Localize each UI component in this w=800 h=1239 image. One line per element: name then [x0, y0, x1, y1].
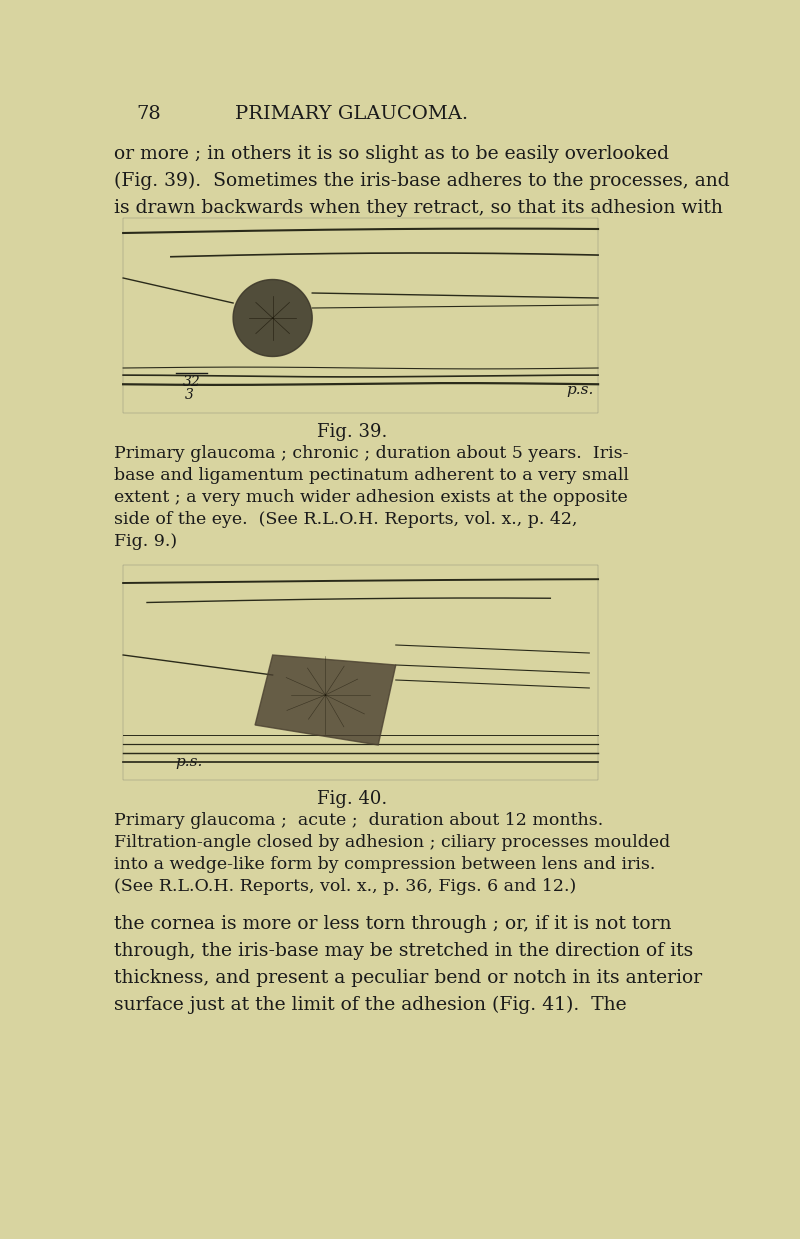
Text: (Fig. 39).  Sometimes the iris-base adheres to the processes, and: (Fig. 39). Sometimes the iris-base adher… [114, 172, 730, 191]
Text: (See R.L.O.H. Reports, vol. x., p. 36, Figs. 6 and 12.): (See R.L.O.H. Reports, vol. x., p. 36, F… [114, 878, 577, 895]
FancyBboxPatch shape [123, 565, 598, 781]
Text: Primary glaucoma ;  acute ;  duration about 12 months.: Primary glaucoma ; acute ; duration abou… [114, 812, 603, 829]
Text: 78: 78 [136, 105, 161, 123]
Text: 32: 32 [183, 375, 201, 389]
Text: Primary glaucoma ; chronic ; duration about 5 years.  Iris-: Primary glaucoma ; chronic ; duration ab… [114, 445, 629, 462]
FancyBboxPatch shape [123, 218, 598, 413]
Text: Fig. 40.: Fig. 40. [317, 790, 387, 808]
Text: surface just at the limit of the adhesion (Fig. 41).  The: surface just at the limit of the adhesio… [114, 996, 627, 1015]
Text: base and ligamentum pectinatum adherent to a very small: base and ligamentum pectinatum adherent … [114, 467, 630, 484]
FancyBboxPatch shape [0, 0, 704, 1239]
Text: thickness, and present a peculiar bend or notch in its anterior: thickness, and present a peculiar bend o… [114, 969, 702, 987]
Text: side of the eye.  (See R.L.O.H. Reports, vol. x., p. 42,: side of the eye. (See R.L.O.H. Reports, … [114, 510, 578, 528]
Polygon shape [233, 280, 312, 357]
Text: Fig. 9.): Fig. 9.) [114, 533, 178, 550]
Polygon shape [255, 655, 396, 745]
Text: 3: 3 [185, 388, 194, 401]
Text: Fig. 39.: Fig. 39. [317, 422, 387, 441]
Text: or more ; in others it is so slight as to be easily overlooked: or more ; in others it is so slight as t… [114, 145, 670, 164]
Text: p.s.: p.s. [567, 383, 594, 396]
Text: Filtration-angle closed by adhesion ; ciliary processes moulded: Filtration-angle closed by adhesion ; ci… [114, 834, 670, 851]
Text: into a wedge-like form by compression between lens and iris.: into a wedge-like form by compression be… [114, 856, 656, 873]
Text: the cornea is more or less torn through ; or, if it is not torn: the cornea is more or less torn through … [114, 914, 672, 933]
Text: extent ; a very much wider adhesion exists at the opposite: extent ; a very much wider adhesion exis… [114, 489, 628, 506]
Text: PRIMARY GLAUCOMA.: PRIMARY GLAUCOMA. [235, 105, 468, 123]
Text: p.s.: p.s. [175, 755, 202, 769]
Text: is drawn backwards when they retract, so that its adhesion with: is drawn backwards when they retract, so… [114, 199, 723, 217]
Text: through, the iris-base may be stretched in the direction of its: through, the iris-base may be stretched … [114, 942, 694, 960]
